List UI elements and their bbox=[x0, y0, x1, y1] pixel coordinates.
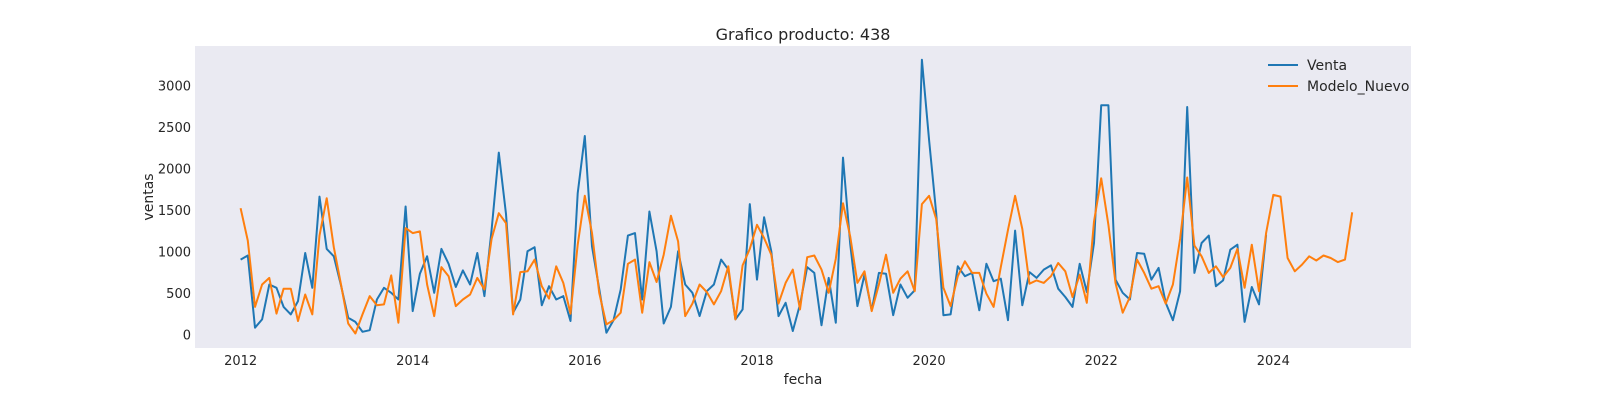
x-tick-label: 2012 bbox=[224, 354, 257, 369]
y-tick-label: 1500 bbox=[158, 204, 191, 219]
y-tick-label: 500 bbox=[166, 287, 191, 302]
chart-title: Grafico producto: 438 bbox=[716, 25, 891, 44]
x-tick-label: 2014 bbox=[396, 354, 429, 369]
y-tick-label: 3000 bbox=[158, 79, 191, 94]
x-tick-label: 2024 bbox=[1257, 354, 1290, 369]
x-tick-label: 2016 bbox=[568, 354, 601, 369]
y-tick-label: 1000 bbox=[158, 245, 191, 260]
x-axis-label: fecha bbox=[784, 372, 823, 388]
x-axis: 2012 2014 2016 2018 2020 2022 2024 bbox=[224, 354, 1290, 369]
x-tick-label: 2020 bbox=[913, 354, 946, 369]
plot-area bbox=[195, 46, 1411, 348]
legend-label-venta: Venta bbox=[1307, 58, 1347, 74]
y-tick-label: 2000 bbox=[158, 162, 191, 177]
y-axis: 0 500 1000 1500 2000 2500 3000 bbox=[158, 79, 191, 343]
y-tick-label: 2500 bbox=[158, 121, 191, 136]
y-tick-label: 0 bbox=[183, 328, 191, 343]
y-axis-label: ventas bbox=[141, 173, 157, 220]
x-tick-label: 2018 bbox=[740, 354, 773, 369]
x-tick-label: 2022 bbox=[1085, 354, 1118, 369]
legend-label-modelo-nuevo: Modelo_Nuevo bbox=[1307, 79, 1409, 95]
